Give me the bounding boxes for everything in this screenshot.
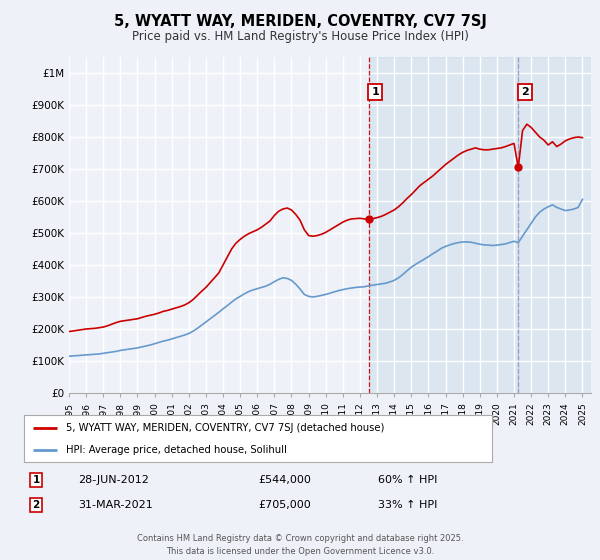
Bar bbox=[368, 57, 518, 393]
Text: 1: 1 bbox=[32, 475, 40, 485]
Text: £705,000: £705,000 bbox=[258, 500, 311, 510]
Bar bbox=[518, 57, 591, 393]
Text: 1: 1 bbox=[371, 87, 379, 97]
Text: 5, WYATT WAY, MERIDEN, COVENTRY, CV7 7SJ: 5, WYATT WAY, MERIDEN, COVENTRY, CV7 7SJ bbox=[113, 14, 487, 29]
Text: 31-MAR-2021: 31-MAR-2021 bbox=[78, 500, 153, 510]
Text: £544,000: £544,000 bbox=[258, 475, 311, 485]
Text: 60% ↑ HPI: 60% ↑ HPI bbox=[378, 475, 437, 485]
Text: 33% ↑ HPI: 33% ↑ HPI bbox=[378, 500, 437, 510]
Text: Contains HM Land Registry data © Crown copyright and database right 2025.
This d: Contains HM Land Registry data © Crown c… bbox=[137, 534, 463, 556]
Text: Price paid vs. HM Land Registry's House Price Index (HPI): Price paid vs. HM Land Registry's House … bbox=[131, 30, 469, 43]
Text: 5, WYATT WAY, MERIDEN, COVENTRY, CV7 7SJ (detached house): 5, WYATT WAY, MERIDEN, COVENTRY, CV7 7SJ… bbox=[66, 423, 385, 433]
Text: HPI: Average price, detached house, Solihull: HPI: Average price, detached house, Soli… bbox=[66, 445, 287, 455]
Text: 2: 2 bbox=[32, 500, 40, 510]
Text: 2: 2 bbox=[521, 87, 529, 97]
Text: 28-JUN-2012: 28-JUN-2012 bbox=[78, 475, 149, 485]
